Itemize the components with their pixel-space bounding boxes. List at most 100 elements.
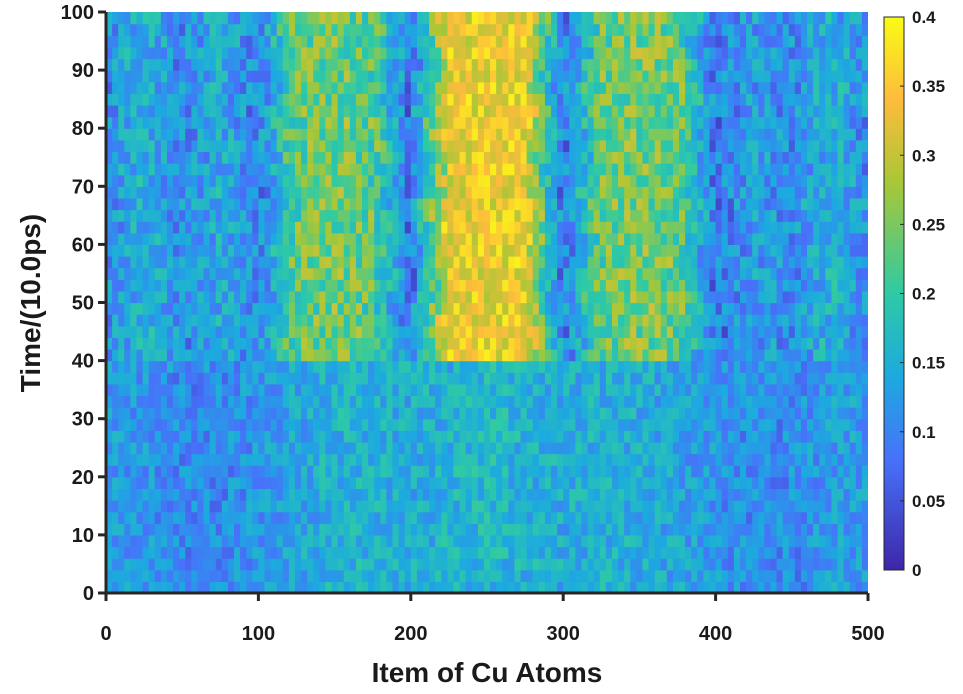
heatmap-cell — [112, 325, 119, 338]
heatmap-cell — [727, 139, 735, 153]
heatmap-cell — [490, 221, 497, 234]
heatmap-cell — [593, 139, 601, 153]
heatmap-cell — [270, 511, 278, 524]
heatmap-cell — [666, 186, 674, 199]
heatmap-cell — [703, 383, 711, 397]
heatmap-cell — [185, 360, 192, 373]
heatmap-cell — [276, 511, 284, 524]
heatmap-cell — [727, 337, 735, 350]
heatmap-cell — [764, 465, 772, 478]
heatmap-cell — [252, 360, 259, 373]
heatmap-cell — [362, 290, 369, 304]
heatmap-cell — [160, 209, 168, 222]
heatmap-cell — [386, 256, 394, 269]
heatmap-cell — [441, 128, 448, 141]
heatmap-cell — [368, 476, 375, 490]
heatmap-cell — [819, 407, 826, 420]
heatmap-cell — [782, 500, 790, 513]
heatmap-cell — [593, 163, 601, 176]
heatmap-cell — [319, 453, 327, 466]
heatmap-cell — [788, 476, 796, 490]
heatmap-cell — [307, 197, 314, 211]
heatmap-cell — [282, 465, 290, 478]
heatmap-cell — [197, 279, 205, 292]
heatmap-cell — [813, 407, 820, 420]
heatmap-cell — [477, 418, 485, 431]
heatmap-cell — [849, 407, 857, 420]
heatmap-cell — [130, 418, 138, 431]
heatmap-cell — [849, 256, 857, 269]
heatmap-cell — [203, 151, 211, 164]
heatmap-cell — [331, 256, 339, 269]
heatmap-cell — [788, 360, 796, 373]
heatmap-cell — [386, 348, 394, 362]
heatmap-cell — [288, 128, 296, 141]
heatmap-cell — [569, 511, 576, 524]
heatmap-cell — [173, 290, 180, 304]
heatmap-cell — [861, 221, 868, 234]
heatmap-cell — [648, 151, 656, 164]
heatmap-cell — [514, 128, 522, 141]
heatmap-cell — [362, 232, 369, 245]
heatmap-cell — [837, 279, 845, 292]
heatmap-cell — [794, 279, 802, 292]
heatmap-cell — [551, 453, 558, 466]
heatmap-cell — [532, 314, 540, 327]
heatmap-cell — [307, 256, 314, 269]
heatmap-cell — [362, 244, 369, 257]
heatmap-cell — [618, 511, 625, 524]
heatmap-cell — [666, 325, 674, 338]
heatmap-cell — [106, 488, 113, 501]
heatmap-cell — [770, 128, 778, 141]
heatmap-cell — [173, 407, 180, 420]
heatmap-cell — [337, 163, 345, 176]
heatmap-cell — [630, 128, 637, 141]
heatmap-cell — [855, 523, 863, 536]
heatmap-cell — [642, 232, 650, 245]
heatmap-cell — [398, 395, 406, 408]
heatmap-cell — [429, 325, 436, 338]
heatmap-cell — [252, 337, 259, 350]
heatmap-cell — [764, 558, 772, 571]
heatmap-cell — [715, 221, 723, 234]
heatmap-cell — [374, 546, 381, 559]
heatmap-cell — [825, 209, 833, 222]
heatmap-cell — [179, 256, 186, 269]
heatmap-cell — [544, 232, 552, 245]
heatmap-cell — [532, 256, 540, 269]
heatmap-cell — [276, 453, 284, 466]
heatmap-cell — [782, 418, 790, 431]
heatmap-cell — [563, 360, 570, 373]
heatmap-cell — [483, 500, 491, 513]
heatmap-cell — [508, 546, 516, 559]
heatmap-cell — [471, 139, 479, 153]
heatmap-cell — [813, 267, 820, 280]
heatmap-cell — [118, 465, 125, 478]
heatmap-cell — [160, 407, 168, 420]
heatmap-cell — [593, 581, 601, 593]
heatmap-cell — [447, 453, 455, 466]
heatmap-cell — [240, 546, 247, 559]
heatmap-cell — [532, 163, 540, 176]
heatmap-cell — [392, 453, 400, 466]
heatmap-cell — [154, 523, 162, 536]
heatmap-cell — [160, 325, 168, 338]
heatmap-cell — [435, 476, 442, 490]
heatmap-cell — [618, 360, 625, 373]
heatmap-cell — [197, 302, 205, 315]
heatmap-cell — [349, 558, 357, 571]
heatmap-cell — [697, 569, 705, 582]
heatmap-cell — [331, 232, 339, 245]
heatmap-cell — [234, 232, 241, 245]
heatmap-cell — [392, 244, 400, 257]
heatmap-cell — [819, 546, 826, 559]
heatmap-cell — [569, 465, 576, 478]
heatmap-cell — [685, 197, 692, 211]
heatmap-cell — [794, 476, 802, 490]
heatmap-cell — [532, 534, 540, 548]
heatmap-cell — [246, 418, 253, 431]
heatmap-cell — [471, 314, 479, 327]
heatmap-cell — [130, 569, 138, 582]
heatmap-cell — [807, 488, 814, 501]
heatmap-cell — [611, 337, 619, 350]
